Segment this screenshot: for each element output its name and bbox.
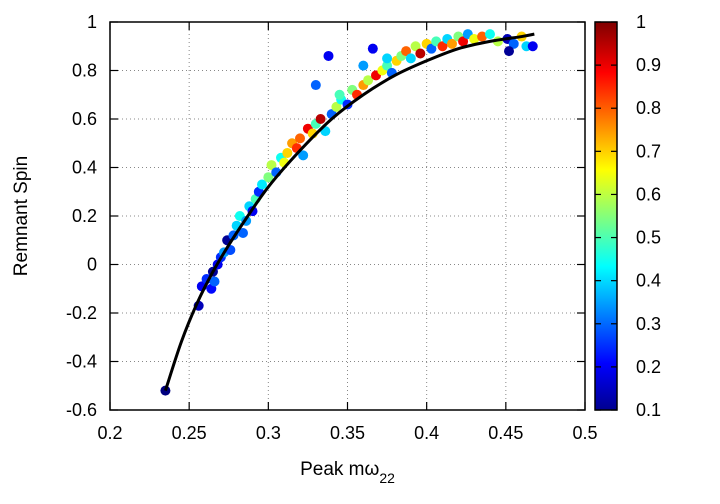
axis-ticks: 0.2 0.25 0.3 0.35 0.4 0.45 0.5 -0.6 -0.4 -0.2 0 0.2…: [66, 12, 598, 443]
data-point: [334, 89, 345, 100]
y-tick-label: 0.8: [72, 61, 97, 81]
x-tick-label: 0.5: [572, 423, 597, 443]
data-point: [477, 31, 488, 42]
x-tick-label: 0.35: [330, 423, 365, 443]
data-point: [527, 41, 538, 52]
data-point: [295, 133, 305, 144]
fit-curve: [163, 32, 535, 392]
y-tick-label: 0.4: [72, 158, 97, 178]
data-point: [410, 41, 421, 52]
data-point: [405, 53, 416, 64]
data-point: [209, 276, 220, 287]
x-tick-label: 0.25: [172, 423, 207, 443]
y-tick-label: 0.6: [72, 109, 97, 129]
colorbar-tick-label: 0.6: [636, 184, 661, 204]
data-point: [504, 46, 514, 57]
data-point: [363, 75, 374, 86]
colorbar-ticks: 0.1 0.2 0.3 0.4 0.5 0.6 0.7 0.8 0.9 1: [595, 12, 661, 420]
data-point: [282, 147, 293, 158]
data-point: [358, 60, 369, 71]
data-point: [266, 160, 277, 171]
x-axis-label-subscript: 22: [379, 470, 395, 486]
y-tick-label: -0.6: [66, 400, 97, 420]
y-tick-label: -0.2: [66, 303, 97, 323]
x-tick-label: 0.4: [414, 423, 439, 443]
data-point: [367, 43, 378, 54]
x-axis-label: Peak mω22: [300, 459, 395, 486]
data-point: [382, 53, 393, 64]
data-point: [426, 43, 437, 54]
y-tick-label: -0.4: [66, 352, 97, 372]
x-tick-label: 0.3: [256, 423, 281, 443]
y-tick-label: 0: [87, 255, 97, 275]
data-point: [331, 101, 342, 112]
x-tick-label: 0.2: [97, 423, 122, 443]
data-point: [469, 33, 480, 44]
data-point: [447, 38, 457, 49]
data-point: [401, 46, 412, 57]
y-tick-label: 1: [87, 12, 97, 32]
data-point: [238, 227, 248, 238]
data-point: [382, 60, 393, 71]
data-point: [315, 114, 326, 124]
colorbar-tick-label: 0.8: [636, 98, 661, 118]
colorbar-tick-label: 0.7: [636, 141, 661, 161]
colorbar-tick-label: 1: [636, 12, 646, 32]
data-points: [160, 29, 538, 396]
x-axis-label-main: Peak mω: [300, 459, 379, 480]
data-point: [485, 29, 495, 40]
data-point: [310, 80, 321, 91]
colorbar-tick-label: 0.4: [636, 271, 661, 291]
grid-lines: [109, 21, 586, 411]
colorbar-tick-label: 0.3: [636, 314, 661, 334]
x-tick-label: 0.45: [488, 423, 523, 443]
colorbar-tick-label: 0.2: [636, 357, 661, 377]
data-point: [263, 172, 274, 183]
colorbar-tick-label: 0.5: [636, 228, 661, 248]
plot-frame: [109, 21, 586, 411]
colorbar-tick-label: 0.9: [636, 55, 661, 75]
colorbar-tick-label: 0.1: [636, 400, 661, 420]
data-point: [415, 48, 426, 59]
colorbar: [594, 21, 618, 411]
data-point: [323, 50, 334, 61]
data-point: [508, 38, 519, 49]
data-point: [458, 36, 469, 47]
data-point: [257, 179, 267, 190]
data-point: [437, 41, 448, 52]
y-tick-label: 0.2: [72, 206, 97, 226]
data-point: [298, 150, 309, 161]
y-axis-label: Remnant Spin: [11, 156, 32, 276]
